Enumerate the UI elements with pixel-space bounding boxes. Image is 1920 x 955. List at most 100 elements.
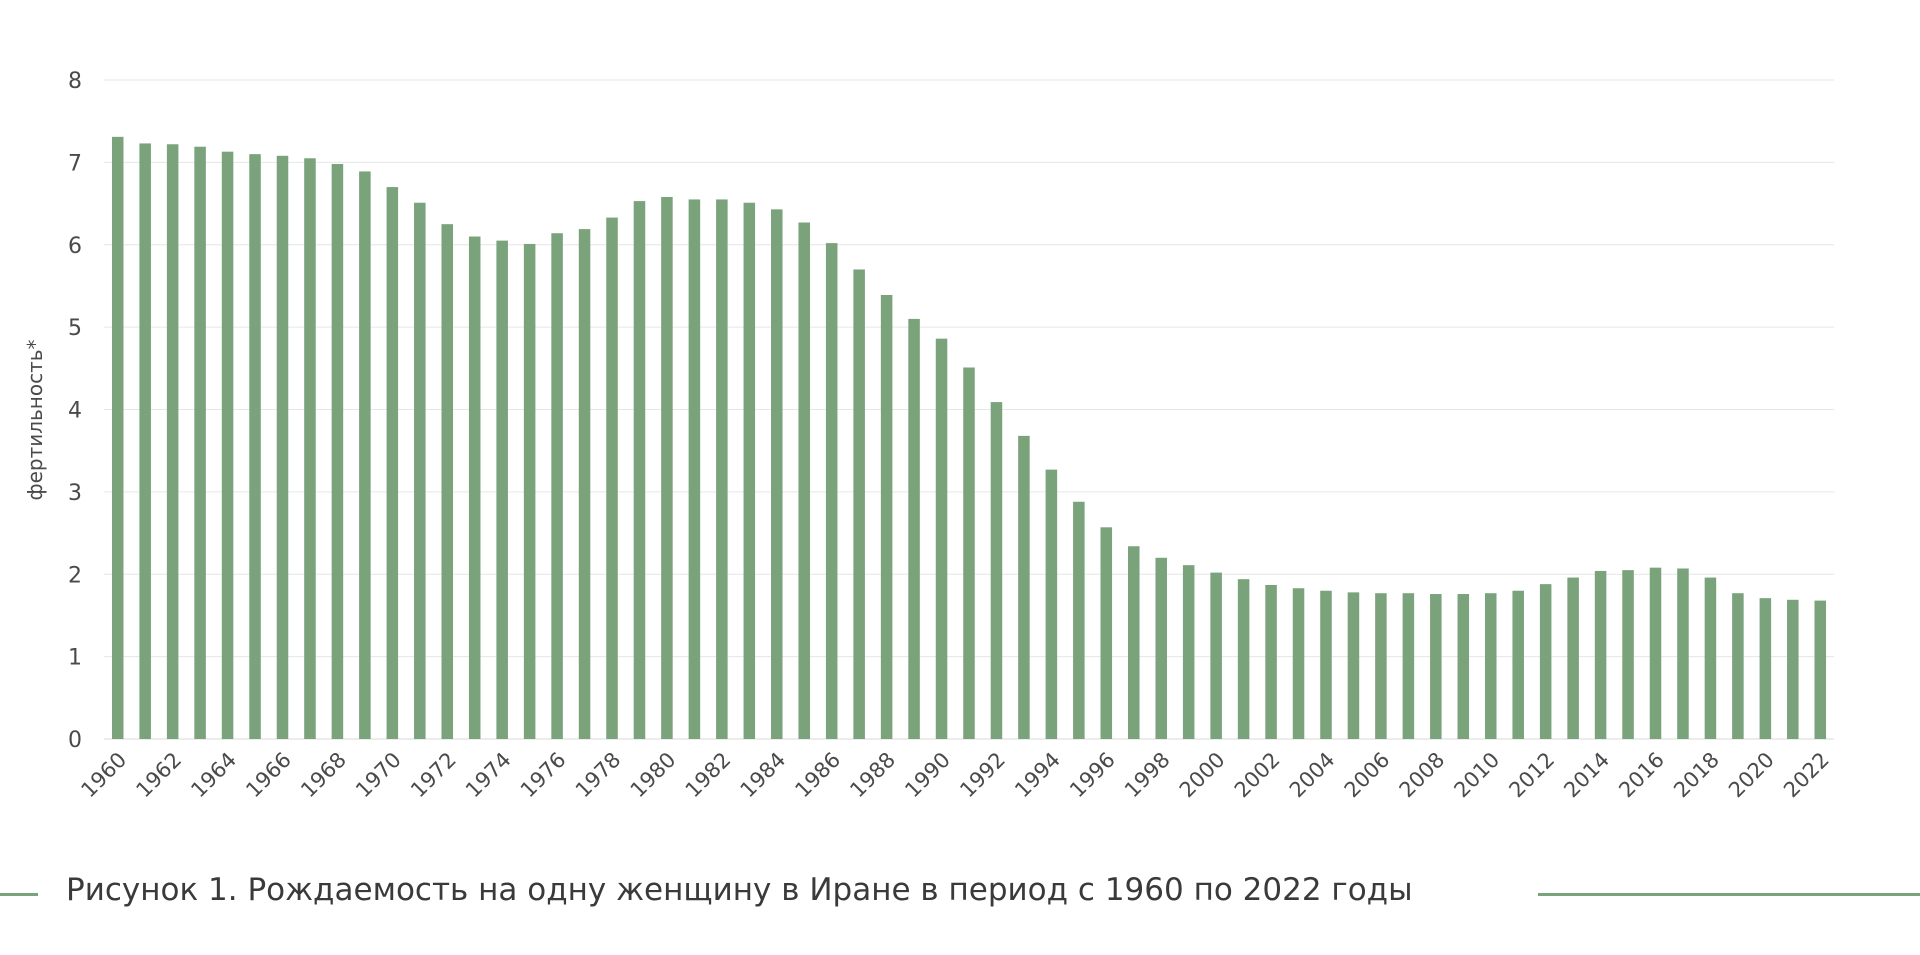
bar-1992 (990, 402, 1003, 739)
bar-1985 (798, 222, 810, 739)
bar-1980 (661, 196, 673, 740)
bar-1983 (743, 202, 756, 740)
bar-1965 (249, 154, 261, 739)
bar-2015 (1622, 570, 1634, 739)
y-axis-label: фертильность* (23, 339, 47, 500)
bar-1986 (825, 243, 838, 739)
bar-2016 (1649, 567, 1662, 739)
x-tick-label: 1974 (461, 748, 516, 803)
bar-2021 (1787, 599, 1799, 739)
bar-1999 (1182, 565, 1195, 739)
bar-1988 (880, 295, 893, 739)
bar-1968 (331, 164, 344, 739)
x-tick-label: 1992 (955, 748, 1010, 803)
bar-1998 (1155, 557, 1167, 739)
bar-2013 (1567, 577, 1579, 739)
bar-1970 (386, 187, 399, 740)
bar-2019 (1732, 593, 1744, 739)
x-tick-label: 1962 (131, 748, 186, 803)
y-axis-ticks: 0 1 2 3 4 5 6 7 8 (68, 69, 82, 753)
bar-1973 (468, 236, 481, 739)
x-tick-label: 1976 (516, 748, 571, 803)
x-tick-label: 2018 (1669, 748, 1724, 803)
bar-1963 (194, 146, 206, 740)
bar-1979 (633, 201, 646, 740)
caption-line-right (1538, 893, 1920, 896)
bar-2008 (1430, 594, 1442, 739)
x-tick-label: 1970 (351, 748, 406, 803)
x-tick-label: 2014 (1559, 748, 1614, 803)
bar-1987 (853, 269, 865, 739)
caption-text: Рисунок 1. Рождаемость на одну женщину в… (66, 872, 1413, 908)
bar-1993 (1018, 435, 1030, 739)
bar-1978 (606, 217, 618, 739)
x-tick-label: 1986 (790, 748, 845, 803)
bar-1976 (551, 233, 563, 739)
x-tick-label: 2004 (1285, 748, 1340, 803)
x-tick-label: 2022 (1779, 748, 1834, 803)
x-tick-label: 1994 (1010, 748, 1065, 803)
figure-caption: Рисунок 1. Рождаемость на одну женщину в… (0, 868, 1920, 920)
bar-2002 (1265, 584, 1277, 739)
x-tick-label: 1968 (296, 748, 351, 803)
x-tick-label: 1998 (1120, 748, 1175, 803)
x-tick-label: 2002 (1230, 748, 1285, 803)
bar-1961 (139, 143, 151, 739)
bar-1990 (935, 338, 948, 739)
y-tick-label: 1 (68, 646, 82, 671)
x-tick-label: 2012 (1504, 748, 1559, 803)
bar-2018 (1704, 577, 1717, 739)
x-tick-label: 2016 (1614, 748, 1669, 803)
x-tick-label: 1996 (1065, 748, 1120, 803)
x-tick-label: 1980 (626, 748, 681, 803)
bar-2006 (1375, 593, 1387, 739)
bar-2020 (1759, 598, 1772, 739)
bar-1994 (1045, 469, 1058, 739)
x-tick-label: 1988 (845, 748, 900, 803)
bar-1981 (688, 199, 701, 739)
bar-1960 (111, 136, 124, 740)
y-tick-label: 3 (68, 481, 82, 506)
bar-2001 (1237, 579, 1250, 739)
bar-1997 (1128, 546, 1140, 739)
bars (111, 136, 1827, 740)
bar-1996 (1100, 527, 1113, 739)
x-tick-label: 2008 (1395, 748, 1450, 803)
y-tick-label: 0 (68, 728, 82, 753)
bar-2009 (1457, 594, 1470, 739)
y-tick-label: 8 (68, 69, 82, 94)
bar-2022 (1814, 600, 1827, 739)
x-tick-label: 1964 (186, 748, 241, 803)
bar-2017 (1677, 568, 1689, 739)
bar-2014 (1594, 570, 1607, 739)
bar-2007 (1402, 593, 1415, 739)
caption-line-left (0, 893, 38, 896)
bar-1984 (771, 209, 783, 739)
y-tick-label: 6 (68, 234, 82, 259)
x-tick-label: 1960 (76, 748, 131, 803)
x-tick-label: 1984 (736, 748, 791, 803)
y-tick-label: 2 (68, 563, 82, 588)
bar-1962 (166, 144, 179, 739)
x-tick-label: 1966 (241, 748, 296, 803)
x-tick-label: 2000 (1175, 748, 1230, 803)
x-tick-label: 1978 (571, 748, 626, 803)
bar-1971 (414, 202, 426, 740)
bar-1967 (304, 158, 316, 739)
bar-1991 (963, 367, 975, 739)
x-axis-ticks: 1960 1962 1964 1966 1968 1970 1972 1974 1976 1978… (76, 748, 1833, 803)
bar-1982 (716, 199, 728, 739)
y-tick-label: 4 (68, 399, 82, 424)
bar-1977 (578, 229, 591, 739)
x-tick-label: 1990 (900, 748, 955, 803)
bar-2005 (1347, 592, 1360, 739)
y-tick-label: 5 (68, 316, 82, 341)
x-tick-label: 2010 (1449, 748, 1504, 803)
x-tick-label: 1982 (681, 748, 736, 803)
bar-1989 (908, 318, 920, 739)
bar-1975 (523, 243, 536, 739)
bar-1969 (359, 171, 371, 739)
bar-1966 (276, 155, 289, 739)
bar-2011 (1512, 590, 1524, 739)
